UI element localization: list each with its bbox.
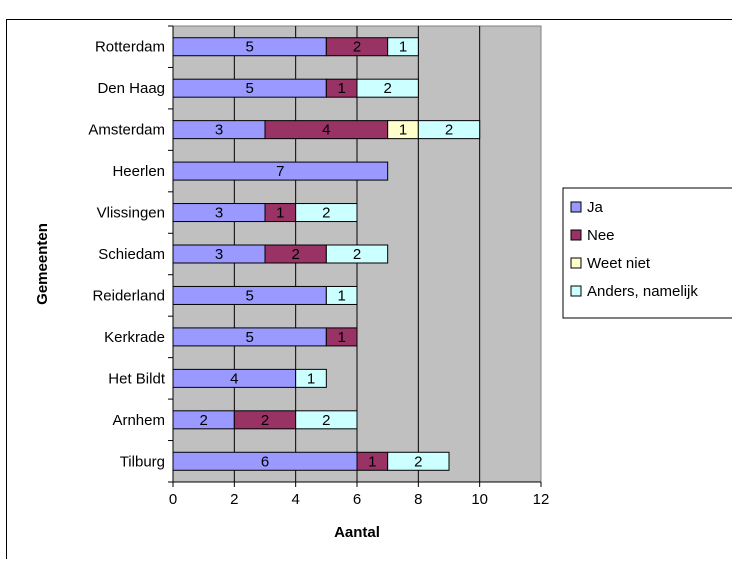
data-label: 7 (276, 163, 284, 180)
x-tick-label: 6 (353, 491, 361, 508)
bar-segment (356, 78, 419, 98)
bar-segment (387, 451, 450, 471)
category-label: Kerkrade (104, 329, 165, 346)
category-label: Rotterdam (95, 39, 165, 56)
category-label: Vlissingen (97, 205, 165, 222)
data-label: 1 (276, 205, 284, 222)
data-label: 1 (368, 453, 376, 470)
data-label: 5 (245, 287, 253, 304)
legend-swatch (570, 201, 582, 213)
data-label: 2 (291, 246, 299, 263)
legend-box (562, 187, 732, 319)
data-label: 4 (230, 370, 238, 387)
data-label: 1 (337, 329, 345, 346)
data-label: 1 (337, 287, 345, 304)
data-label: 5 (245, 39, 253, 56)
bar-segment (172, 161, 389, 181)
data-label: 5 (245, 80, 253, 97)
x-tick-label: 10 (471, 491, 488, 508)
category-label: Arnhem (112, 412, 165, 429)
category-label: Den Haag (97, 80, 165, 97)
x-axis-title: Aantal (334, 524, 380, 541)
x-tick-label: 2 (230, 491, 238, 508)
data-label: 5 (245, 329, 253, 346)
bar-segment (295, 203, 358, 223)
data-label: 1 (399, 122, 407, 139)
legend-label: Ja (587, 199, 604, 216)
data-label: 1 (337, 80, 345, 97)
category-label: Schiedam (98, 246, 165, 263)
data-label: 2 (322, 205, 330, 222)
data-label: 3 (215, 122, 223, 139)
y-axis-title: Gemeenten (34, 223, 51, 305)
x-tick-label: 12 (533, 491, 550, 508)
data-label: 2 (199, 412, 207, 429)
data-label: 1 (307, 370, 315, 387)
bar-segment (325, 327, 358, 347)
bar-segment (325, 244, 389, 264)
legend-swatch (570, 229, 582, 241)
legend-label: Anders, namelijk (587, 283, 698, 300)
legend-label: Nee (587, 227, 615, 244)
data-label: 2 (322, 412, 330, 429)
category-label: Reiderland (92, 287, 165, 304)
data-label: 2 (261, 412, 269, 429)
clipped-top-text (0, 0, 732, 18)
bar-segment (325, 285, 358, 305)
category-label: Het Bildt (108, 370, 166, 387)
category-label: Tilburg (120, 453, 165, 470)
x-tick-label: 0 (169, 491, 177, 508)
bar-segment (417, 120, 481, 140)
data-label: 2 (414, 453, 422, 470)
bar-segment (295, 410, 358, 430)
legend-swatch (570, 257, 582, 269)
data-label: 2 (353, 246, 361, 263)
data-label: 3 (215, 205, 223, 222)
bar-segment (295, 368, 327, 388)
chart-frame: 0 2 4 6 8 10 12 Rotterdam 5 2 1 Den Haag 5 1 2 Amsterda… (6, 19, 732, 559)
data-label: 4 (322, 122, 330, 139)
data-label: 2 (445, 122, 453, 139)
bar-segment (387, 37, 419, 57)
data-label: 2 (353, 39, 361, 56)
data-label: 1 (399, 39, 407, 56)
category-label: Heerlen (112, 163, 165, 180)
legend-label: Weet niet (587, 255, 651, 272)
data-label: 3 (215, 246, 223, 263)
x-tick-label: 8 (414, 491, 422, 508)
data-label: 6 (261, 453, 269, 470)
x-tick-label: 4 (291, 491, 299, 508)
legend-swatch (570, 285, 582, 297)
category-label: Amsterdam (88, 122, 165, 139)
data-label: 2 (383, 80, 391, 97)
